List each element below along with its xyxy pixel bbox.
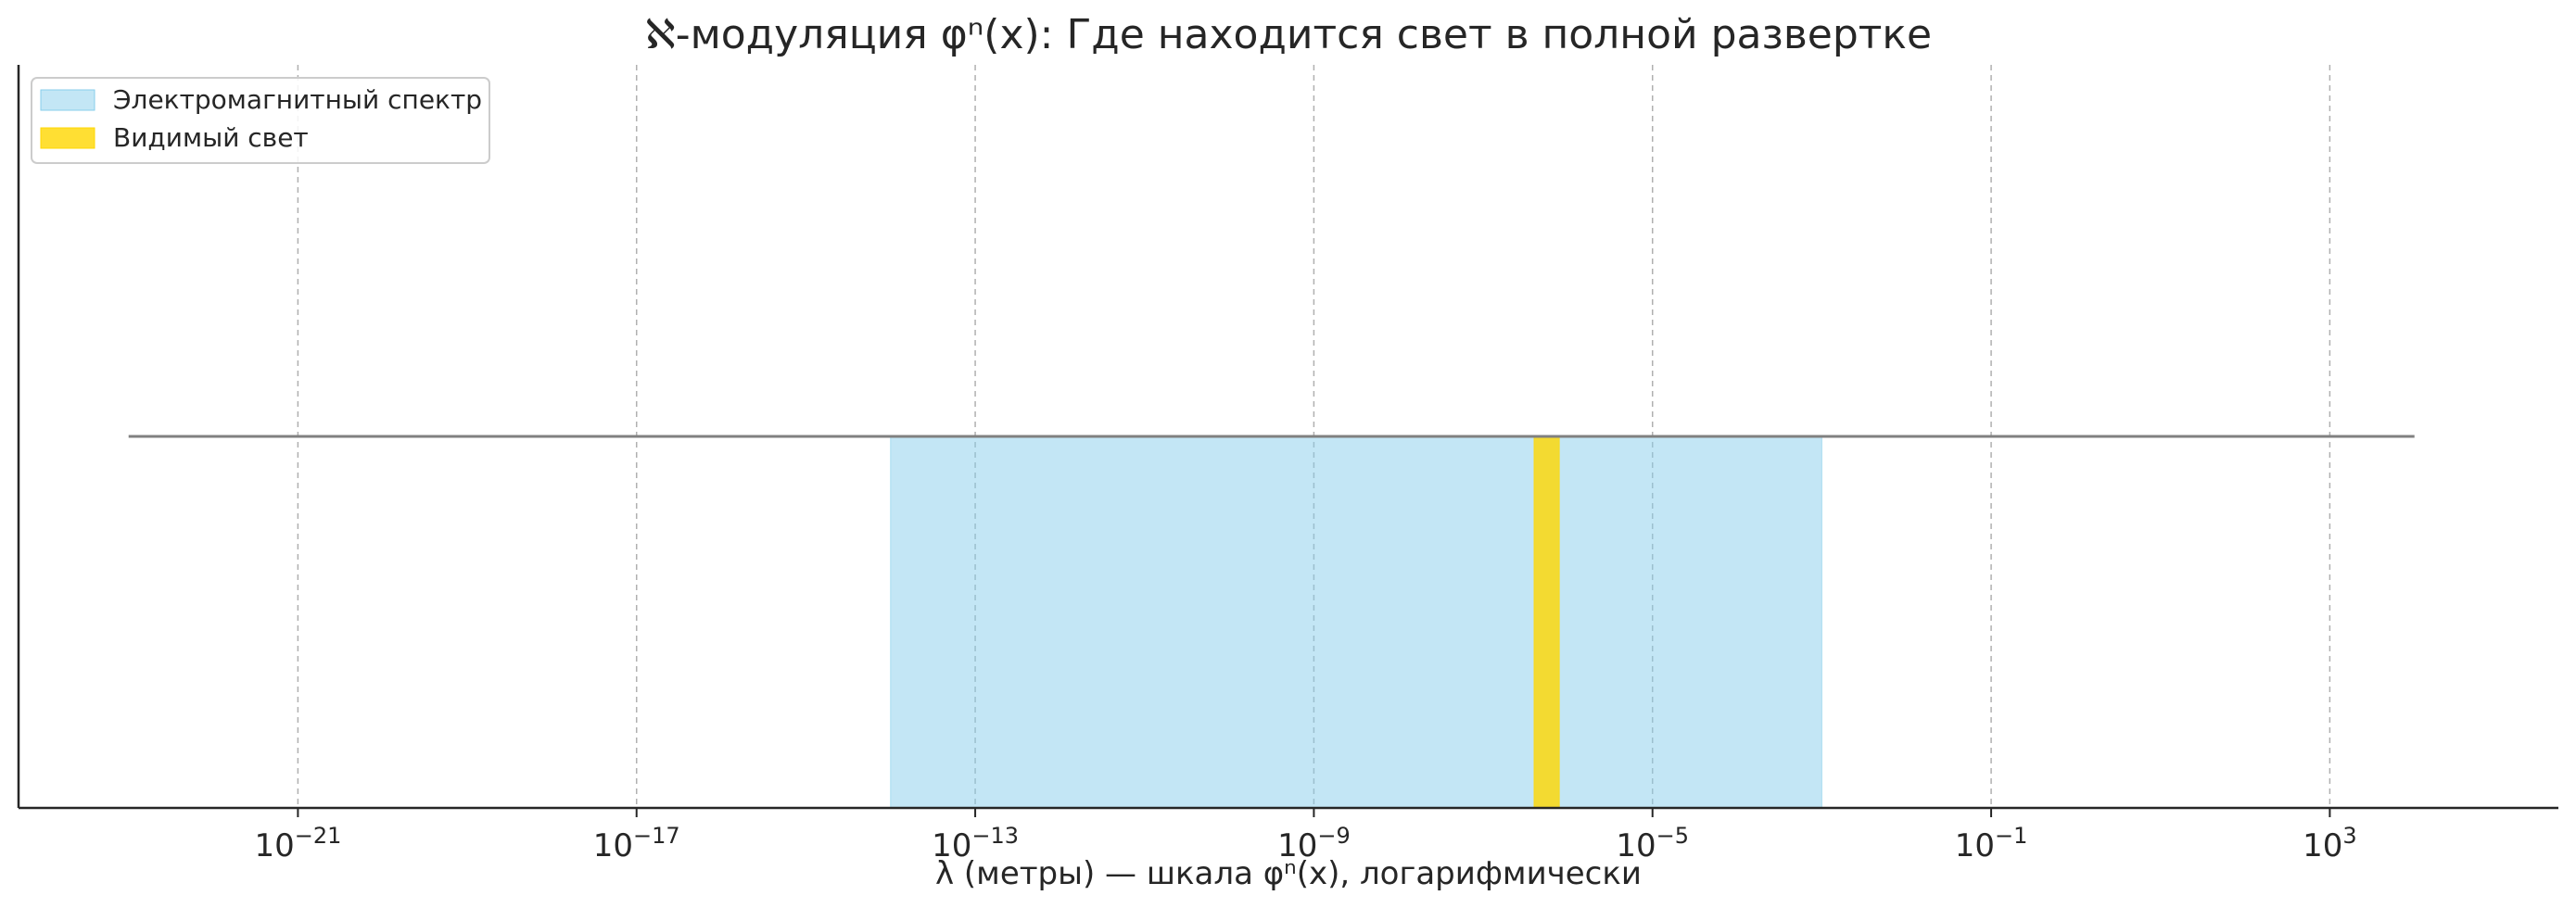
x-tick-label-3: 10−9 (1277, 823, 1351, 864)
x-tick-label-0: 10−21 (254, 823, 341, 864)
legend-swatch-em-spectrum (40, 89, 95, 111)
legend-box (31, 77, 490, 164)
x-tick-label-1: 10−17 (593, 823, 680, 864)
bar-em-spectrum (890, 435, 1822, 809)
bar-visible-light (1533, 435, 1560, 809)
legend-label-em-spectrum: Электромагнитный спектр (113, 84, 482, 115)
x-tick-label-2: 10−13 (932, 823, 1019, 864)
x-tick-label-6: 103 (2303, 823, 2357, 864)
bars (890, 435, 1822, 809)
x-ticks: 10−21 10−17 10−13 10−9 10−5 10−1 103 (254, 808, 2357, 864)
x-axis-label: λ (метры) — шкала φⁿ(x), логарифмически (935, 855, 1642, 892)
axes (17, 65, 2558, 810)
legend-label-visible-light: Видимый свет (113, 122, 309, 153)
chart-title: ℵ-модуляция φⁿ(x): Где находится свет в … (645, 11, 1932, 58)
x-tick-label-5: 10−1 (1955, 823, 2028, 864)
legend-swatch-visible-light (40, 127, 95, 149)
legend: Электромагнитный спектр Видимый свет (31, 77, 490, 164)
x-tick-label-4: 10−5 (1616, 823, 1689, 864)
